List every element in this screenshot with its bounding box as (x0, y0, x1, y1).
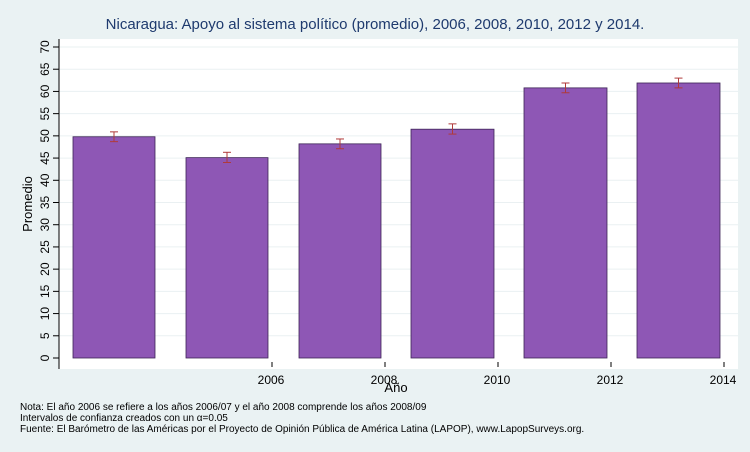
chart-title: Nicaragua: Apoyo al sistema político (pr… (106, 16, 645, 33)
bar (636, 82, 721, 359)
y-tick-label: 30 (38, 218, 52, 232)
y-tick-label: 5 (38, 332, 52, 339)
note-line-1: Nota: El año 2006 se refiere a los años … (20, 402, 427, 413)
y-tick-label: 25 (38, 240, 52, 254)
bars (72, 82, 721, 359)
bar (185, 157, 269, 359)
error-bars (110, 77, 683, 164)
x-tick-label: 2010 (484, 373, 511, 387)
y-tick-label: 20 (38, 262, 52, 276)
x-tick-label: 2008 (371, 373, 398, 387)
y-tick-label: 60 (38, 84, 52, 98)
x-axis-ticks: 2006 2008 2010 2012 2014 (258, 362, 737, 387)
y-tick-label: 65 (38, 62, 52, 76)
x-tick-label: 2014 (710, 373, 737, 387)
y-tick-label: 15 (38, 284, 52, 298)
y-tick-label: 50 (38, 129, 52, 143)
note-line-3: Fuente: El Barómetro de las Américas por… (20, 424, 584, 435)
bar (298, 143, 382, 359)
x-tick-label: 2006 (258, 373, 285, 387)
y-axis-ticks: 0 5 10 15 20 25 30 35 40 45 50 55 60 65 70 (38, 40, 59, 361)
bar (410, 128, 495, 359)
y-tick-label: 45 (38, 151, 52, 165)
note-line-2: Intervalos de confianza creados con un α… (20, 413, 228, 424)
y-tick-label: 70 (38, 40, 52, 54)
bar (523, 87, 608, 359)
y-axis-label: Promedio (20, 176, 35, 232)
x-tick-label: 2012 (597, 373, 624, 387)
y-tick-label: 40 (38, 173, 52, 187)
bar (72, 136, 156, 359)
plot-area (59, 39, 738, 369)
y-tick-label: 35 (38, 196, 52, 210)
y-tick-label: 10 (38, 307, 52, 321)
gridlines (60, 46, 738, 337)
x-axis-label: Año (384, 380, 407, 395)
y-tick-label: 0 (38, 354, 52, 361)
y-tick-label: 55 (38, 107, 52, 121)
